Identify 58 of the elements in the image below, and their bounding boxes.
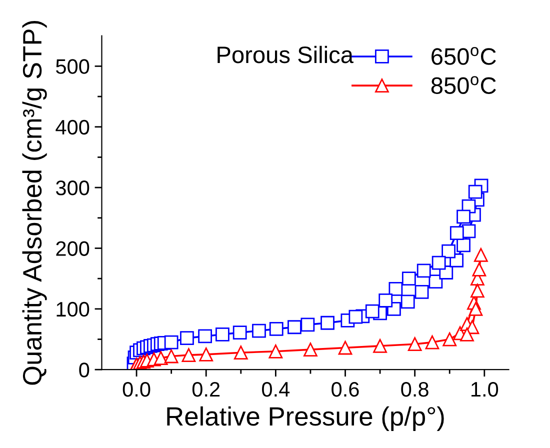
x-tick-label: 0.8 bbox=[401, 382, 428, 397]
point bbox=[348, 310, 363, 324]
legend-label: 650$^{o}$C bbox=[432, 47, 496, 65]
point bbox=[468, 302, 483, 316]
point bbox=[182, 348, 196, 362]
point bbox=[456, 238, 470, 252]
point bbox=[320, 316, 334, 330]
annotation: Porous Silica bbox=[218, 46, 354, 64]
point bbox=[268, 344, 283, 358]
point bbox=[456, 210, 470, 224]
point bbox=[472, 262, 486, 276]
point bbox=[474, 248, 488, 262]
x-tick-label: 0.2 bbox=[192, 382, 220, 397]
point bbox=[304, 342, 318, 357]
point bbox=[252, 324, 266, 338]
point bbox=[180, 331, 194, 345]
point bbox=[388, 282, 403, 296]
point bbox=[470, 284, 484, 298]
point bbox=[154, 351, 168, 366]
point bbox=[432, 256, 446, 270]
point bbox=[414, 284, 429, 299]
x-tick-label: 0.4 bbox=[262, 382, 290, 397]
point bbox=[164, 335, 178, 350]
point bbox=[338, 340, 352, 355]
point bbox=[198, 329, 212, 344]
y-tick-label: 100 bbox=[56, 302, 90, 317]
y-tick-label: 500 bbox=[56, 59, 90, 74]
point bbox=[199, 347, 214, 362]
y-tick-label: 0 bbox=[79, 362, 90, 378]
point bbox=[402, 272, 416, 286]
point bbox=[373, 338, 387, 353]
y-tick-label: 300 bbox=[56, 180, 90, 196]
y-axis-title: Quantity Adsorbed (cm³/g STP) bbox=[22, 21, 47, 385]
point bbox=[164, 349, 178, 364]
point bbox=[269, 322, 284, 336]
point bbox=[442, 244, 456, 258]
point bbox=[216, 327, 230, 342]
point bbox=[378, 293, 393, 308]
point bbox=[416, 264, 431, 278]
point bbox=[300, 318, 315, 332]
x-tick-label: 1.0 bbox=[472, 382, 498, 397]
legend-label: 850$^{o}$C bbox=[431, 76, 496, 94]
point bbox=[450, 226, 464, 240]
point bbox=[234, 346, 248, 360]
y-tick-label: 200 bbox=[56, 241, 90, 256]
point bbox=[400, 294, 415, 309]
x-axis-title: Relative Pressure (p/p°) bbox=[167, 406, 444, 431]
x-tick-label: 0.0 bbox=[122, 382, 150, 397]
point bbox=[425, 335, 440, 350]
point bbox=[468, 184, 482, 199]
point bbox=[232, 326, 247, 340]
x-tick-label: 0.6 bbox=[332, 382, 359, 397]
point bbox=[288, 320, 302, 334]
point bbox=[365, 304, 380, 318]
point bbox=[408, 337, 422, 352]
point bbox=[460, 327, 474, 342]
point bbox=[442, 332, 457, 346]
y-tick-label: 400 bbox=[56, 120, 90, 135]
